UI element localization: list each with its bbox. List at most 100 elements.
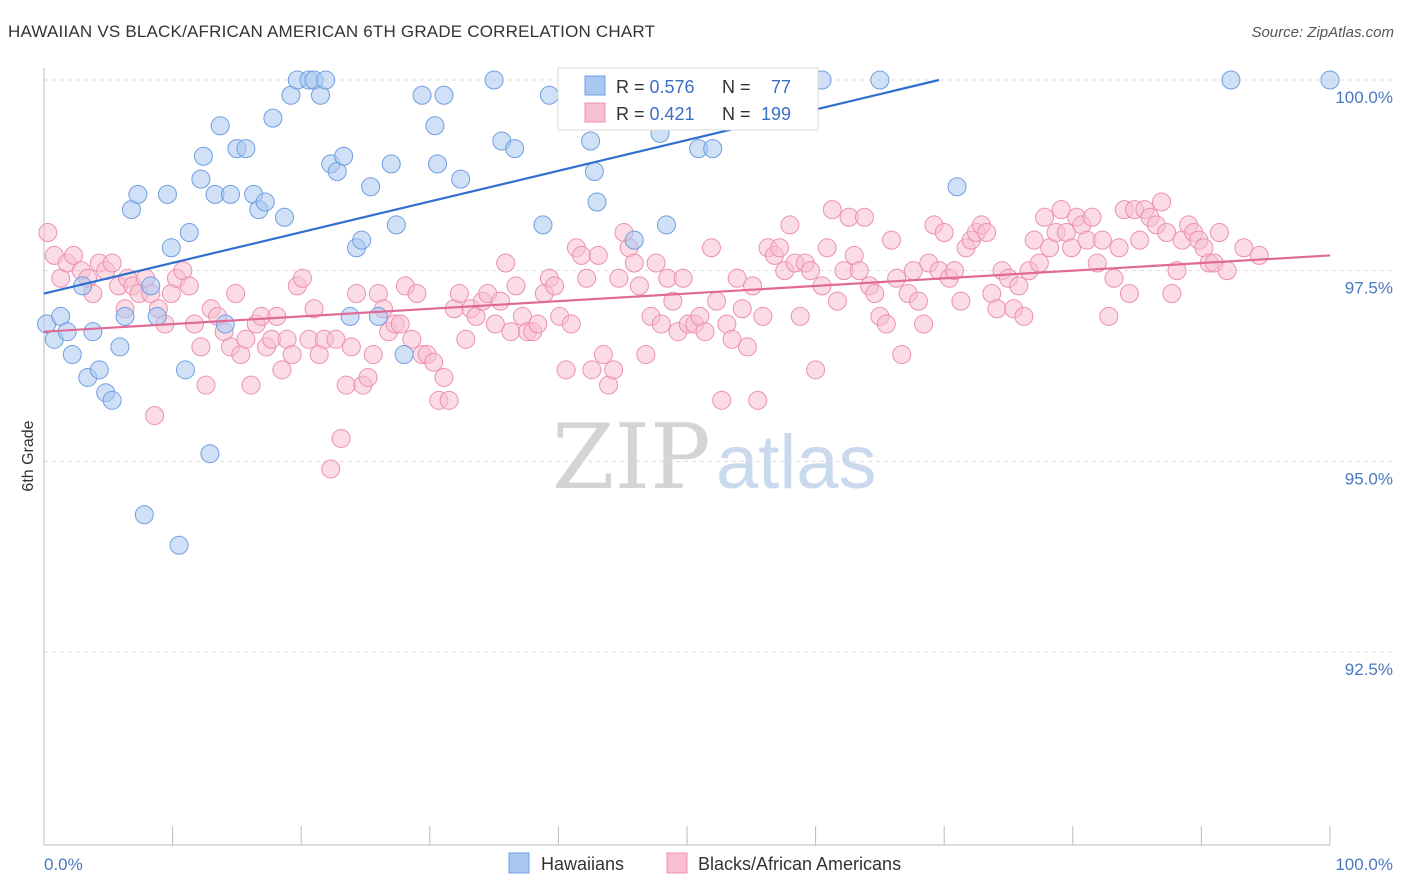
blacks-point xyxy=(854,207,874,227)
hawaiians-point xyxy=(1221,70,1241,90)
blacks-point xyxy=(358,367,378,387)
blacks-point xyxy=(424,352,444,372)
blacks-point xyxy=(1082,207,1102,227)
blacks-point xyxy=(1157,223,1177,243)
blacks-point xyxy=(1014,306,1034,326)
blacks-point xyxy=(341,337,361,357)
blacks-point xyxy=(439,390,459,410)
hawaiians-point xyxy=(368,306,388,326)
blacks-point xyxy=(743,276,763,296)
blacks-point xyxy=(485,314,505,334)
blacks-point xyxy=(336,375,356,395)
watermark: ZIP atlas xyxy=(552,405,877,510)
hawaiians-point xyxy=(584,162,604,182)
blacks-point xyxy=(636,345,656,365)
blacks-point xyxy=(407,284,427,304)
legend-r-label-1: R = xyxy=(616,77,650,97)
bottom-legend-swatch-blacks[interactable] xyxy=(666,852,688,874)
hawaiians-point xyxy=(703,139,723,159)
blacks-point xyxy=(545,276,565,296)
legend-n-label-2: N = xyxy=(722,104,751,124)
blacks-point xyxy=(780,215,800,235)
hawaiians-point xyxy=(340,306,360,326)
hawaiians-point xyxy=(386,215,406,235)
blacks-point xyxy=(914,314,934,334)
y-tick-label: 95.0% xyxy=(1345,469,1393,488)
bottom-legend-swatch-hawaiians[interactable] xyxy=(508,852,530,874)
blacks-point xyxy=(651,314,671,334)
hawaiians-point xyxy=(128,184,148,204)
hawaiians-point xyxy=(587,192,607,212)
legend-n-label-1: N = xyxy=(722,77,751,97)
blacks-point xyxy=(1217,261,1237,281)
hawaiians-point xyxy=(274,207,294,227)
blacks-point xyxy=(38,223,58,243)
blacks-point xyxy=(881,230,901,250)
blacks-point xyxy=(727,268,747,288)
blacks-point xyxy=(673,268,693,288)
hawaiians-point xyxy=(215,314,235,334)
blacks-point xyxy=(326,329,346,349)
blacks-point xyxy=(226,284,246,304)
hawaiians-point xyxy=(83,322,103,342)
blacks-point xyxy=(977,223,997,243)
svg-text:R = 0.576: R = 0.576 xyxy=(616,77,695,97)
bottom-legend-label-hawaiians[interactable]: Hawaiians xyxy=(541,854,624,874)
blacks-point xyxy=(1029,253,1049,273)
blacks-point xyxy=(363,345,383,365)
blacks-point xyxy=(577,268,597,288)
blacks-point xyxy=(321,459,341,479)
blacks-point xyxy=(827,291,847,311)
blacks-point xyxy=(876,314,896,334)
y-axis-title: 6th Grade xyxy=(20,420,37,491)
hawaiians-point xyxy=(484,70,504,90)
blacks-point xyxy=(331,428,351,448)
blacks-point xyxy=(892,345,912,365)
series-blacks-points xyxy=(38,192,1269,479)
blacks-point xyxy=(582,360,602,380)
blacks-point xyxy=(501,322,521,342)
blacks-point xyxy=(491,291,511,311)
blacks-point xyxy=(528,314,548,334)
blacks-point xyxy=(865,284,885,304)
legend-n-value-1: 77 xyxy=(771,77,791,97)
blacks-point xyxy=(748,390,768,410)
blacks-point xyxy=(179,276,199,296)
x-tick-label-min: 0.0% xyxy=(44,855,83,874)
blacks-point xyxy=(1024,230,1044,250)
blacks-point xyxy=(241,375,261,395)
hawaiians-point xyxy=(381,154,401,174)
blacks-point xyxy=(753,306,773,326)
blacks-point xyxy=(102,253,122,273)
legend-swatch-hawaiians xyxy=(584,75,606,96)
blacks-point xyxy=(1249,245,1269,265)
hawaiians-point xyxy=(102,390,122,410)
blacks-point xyxy=(191,337,211,357)
watermark-atlas: atlas xyxy=(716,420,877,505)
blacks-point xyxy=(1130,230,1150,250)
legend-r-label-2: R = xyxy=(616,104,650,124)
hawaiians-point xyxy=(581,131,601,151)
hawaiians-point xyxy=(255,192,275,212)
blacks-point xyxy=(712,390,732,410)
blacks-point xyxy=(629,276,649,296)
hawaiians-point xyxy=(1320,70,1340,90)
hawaiians-point xyxy=(110,337,130,357)
blacks-point xyxy=(887,268,907,288)
blacks-point xyxy=(1167,261,1187,281)
y-tick-label: 100.0% xyxy=(1335,88,1393,107)
bottom-legend-label-blacks[interactable]: Blacks/African Americans xyxy=(698,854,901,874)
hawaiians-point xyxy=(505,139,525,159)
hawaiians-point xyxy=(624,230,644,250)
hawaiians-point xyxy=(428,154,448,174)
blacks-point xyxy=(572,245,592,265)
blacks-point xyxy=(402,329,422,349)
blacks-point xyxy=(849,261,869,281)
hawaiians-point xyxy=(352,230,372,250)
blacks-point xyxy=(236,329,256,349)
hawaiians-point xyxy=(193,146,213,166)
x-axis-ticks xyxy=(43,826,1331,845)
hawaiians-point xyxy=(236,139,256,159)
stats-legend: R = 0.576 N = 77 R = 0.421 N = 199 xyxy=(557,67,819,131)
